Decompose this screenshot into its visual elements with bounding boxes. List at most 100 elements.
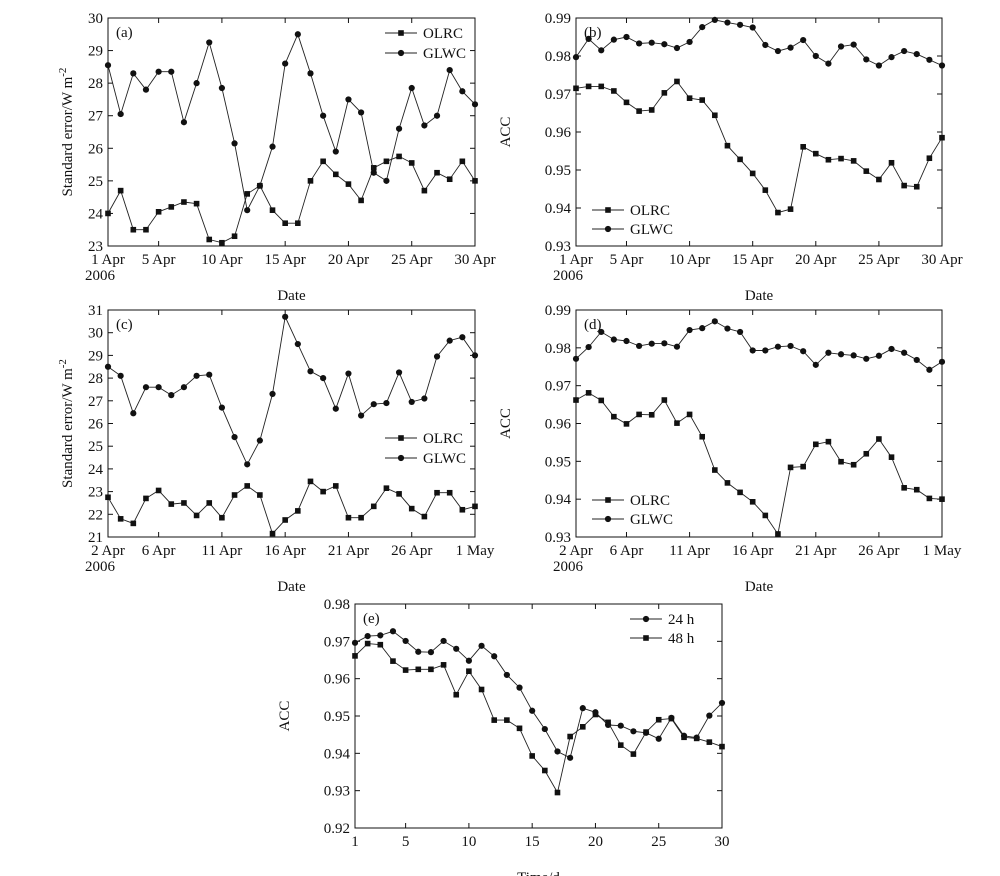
data-point bbox=[850, 352, 857, 359]
data-point bbox=[863, 168, 870, 174]
data-point bbox=[307, 70, 314, 77]
data-point bbox=[699, 97, 706, 103]
y-tick-label: 0.93 bbox=[545, 530, 571, 546]
data-point bbox=[775, 531, 781, 537]
x-tick-label: 21 Apr bbox=[795, 543, 836, 559]
data-point bbox=[888, 159, 895, 166]
data-point bbox=[257, 492, 263, 498]
data-point bbox=[693, 735, 700, 742]
data-point bbox=[256, 182, 263, 189]
data-point bbox=[446, 489, 453, 496]
data-point bbox=[180, 119, 188, 126]
x-tick-label: 25 bbox=[651, 834, 666, 850]
data-point bbox=[307, 178, 314, 184]
data-point bbox=[408, 398, 415, 406]
data-point bbox=[117, 516, 124, 522]
x-tick-year-label: 2006 bbox=[85, 268, 116, 284]
data-point bbox=[428, 666, 434, 673]
data-point bbox=[926, 56, 933, 63]
data-point bbox=[193, 372, 200, 379]
data-point bbox=[504, 717, 510, 723]
x-tick-label: 5 bbox=[402, 834, 410, 850]
x-axis-label: Date bbox=[277, 288, 306, 304]
data-point bbox=[913, 183, 920, 190]
data-point bbox=[282, 517, 288, 523]
data-point bbox=[130, 410, 137, 417]
data-point bbox=[390, 658, 396, 664]
data-point bbox=[837, 43, 845, 50]
data-point bbox=[332, 148, 339, 155]
data-point bbox=[471, 352, 479, 359]
data-point bbox=[117, 187, 124, 194]
data-point bbox=[554, 748, 561, 755]
y-tick-label: 0.95 bbox=[545, 454, 571, 470]
x-tick-label: 5 Apr bbox=[610, 252, 644, 268]
legend-entry: OLRC bbox=[385, 26, 463, 42]
data-point bbox=[155, 68, 162, 75]
y-tick-label: 28 bbox=[88, 371, 103, 387]
data-point bbox=[295, 508, 301, 514]
data-point bbox=[926, 495, 933, 502]
data-point bbox=[686, 411, 693, 418]
data-point bbox=[749, 347, 756, 354]
series-glwc bbox=[572, 16, 946, 69]
data-point bbox=[206, 39, 213, 46]
data-point bbox=[219, 514, 225, 521]
data-point bbox=[800, 463, 806, 470]
legend-marker bbox=[397, 49, 405, 57]
x-axis-label: Date bbox=[745, 579, 774, 595]
data-point bbox=[913, 356, 920, 364]
x-tick-label: 11 Apr bbox=[669, 543, 710, 559]
data-point bbox=[231, 140, 238, 147]
y-tick-label: 28 bbox=[88, 76, 103, 92]
series-24-h bbox=[351, 628, 726, 761]
data-point bbox=[623, 33, 630, 41]
data-point bbox=[269, 390, 276, 398]
data-point bbox=[699, 433, 706, 440]
y-tick-label: 0.95 bbox=[324, 709, 350, 725]
data-point bbox=[812, 150, 819, 157]
data-point bbox=[408, 505, 415, 512]
data-point bbox=[800, 348, 807, 355]
data-point bbox=[320, 112, 327, 119]
x-tick-label: 15 Apr bbox=[265, 252, 306, 268]
data-point bbox=[466, 668, 472, 674]
series-glwc bbox=[104, 31, 479, 214]
data-point bbox=[901, 485, 907, 491]
data-point bbox=[320, 158, 326, 165]
plot-frame bbox=[354, 603, 723, 829]
data-point bbox=[661, 340, 668, 347]
data-point bbox=[787, 342, 794, 350]
data-point bbox=[648, 39, 655, 46]
data-point bbox=[433, 112, 441, 119]
data-point bbox=[554, 789, 561, 796]
data-point bbox=[421, 187, 428, 194]
data-point bbox=[863, 56, 870, 63]
data-point bbox=[459, 88, 466, 95]
data-point bbox=[706, 739, 713, 745]
data-point bbox=[623, 421, 630, 427]
x-tick-label: 30 bbox=[715, 834, 730, 850]
data-point bbox=[673, 343, 681, 350]
data-point bbox=[370, 503, 377, 510]
data-point bbox=[168, 204, 175, 210]
y-axis-label: ACC bbox=[498, 408, 514, 439]
data-point bbox=[674, 78, 680, 85]
legend-entry: GLWC bbox=[385, 46, 466, 62]
data-point bbox=[478, 642, 485, 649]
data-point bbox=[269, 207, 276, 213]
data-point bbox=[231, 233, 238, 240]
data-point bbox=[105, 494, 111, 501]
y-tick-label: 26 bbox=[88, 141, 104, 157]
y-tick-label: 0.98 bbox=[545, 341, 571, 357]
data-point bbox=[787, 44, 794, 51]
data-point bbox=[913, 486, 920, 493]
data-point bbox=[332, 171, 339, 178]
data-point bbox=[219, 239, 225, 246]
data-point bbox=[749, 499, 756, 505]
data-point bbox=[440, 637, 447, 645]
x-tick-label: 26 Apr bbox=[391, 543, 432, 559]
panel-label: (d) bbox=[584, 317, 602, 333]
data-point bbox=[180, 384, 188, 391]
